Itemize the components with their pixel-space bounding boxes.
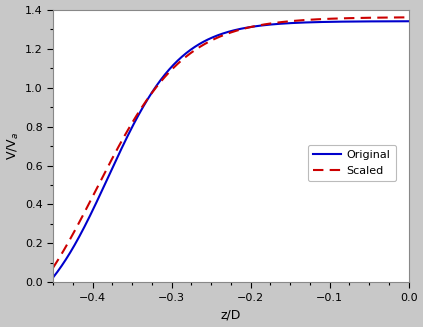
- Line: Original: Original: [53, 21, 409, 278]
- Line: Scaled: Scaled: [53, 17, 409, 268]
- Original: [50, 276, 55, 280]
- Scaled: [222, 33, 227, 37]
- Original: [243, 26, 248, 30]
- Y-axis label: V/V$_a$: V/V$_a$: [5, 132, 21, 160]
- Original: [222, 31, 227, 35]
- Scaled: [243, 26, 248, 30]
- Original: [406, 19, 411, 23]
- X-axis label: z/D: z/D: [221, 308, 241, 321]
- Original: [220, 32, 225, 36]
- Scaled: [342, 16, 347, 20]
- Legend: Original, Scaled: Original, Scaled: [308, 145, 396, 181]
- Scaled: [406, 15, 411, 19]
- Scaled: [50, 266, 55, 270]
- Original: [262, 23, 267, 27]
- Scaled: [262, 23, 267, 26]
- Scaled: [220, 34, 225, 38]
- Scaled: [398, 15, 403, 19]
- Original: [342, 20, 347, 24]
- Original: [398, 19, 403, 23]
